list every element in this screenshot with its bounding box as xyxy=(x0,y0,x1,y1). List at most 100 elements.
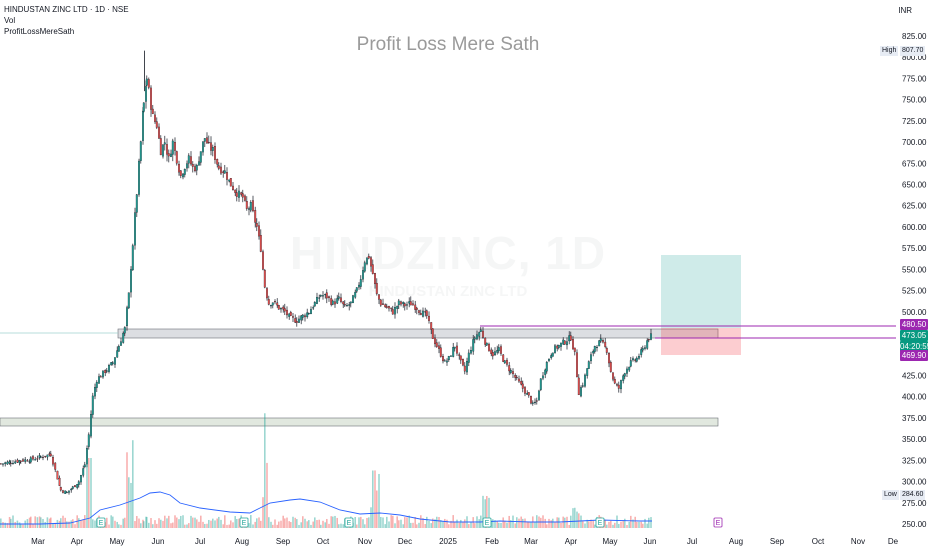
candle-body xyxy=(19,460,22,462)
candle-body xyxy=(6,461,9,465)
candle-body xyxy=(46,454,49,458)
high-value: 807.70 xyxy=(900,46,926,56)
currency-label[interactable]: INR xyxy=(898,6,912,15)
volume-bar xyxy=(496,521,498,528)
candle-body xyxy=(313,302,316,307)
volume-bar xyxy=(418,522,420,528)
volume-bar xyxy=(376,490,378,528)
candle-body xyxy=(134,212,136,246)
candle-body xyxy=(117,346,120,352)
volume-bar xyxy=(110,515,112,528)
time-tick-label: Nov xyxy=(358,537,372,546)
candle-body xyxy=(612,372,614,380)
candle-body xyxy=(175,151,178,164)
candle-body xyxy=(229,177,232,187)
volume-bar xyxy=(82,519,84,528)
custom-indicator-label[interactable]: ProfitLossMereSath xyxy=(4,27,75,36)
volume-bar xyxy=(146,516,148,528)
candle-body xyxy=(282,306,285,310)
candle-body xyxy=(255,223,258,227)
volume-bar xyxy=(158,518,160,528)
volume-bar xyxy=(364,524,366,528)
time-tick-label: Aug xyxy=(235,537,249,546)
candle-body xyxy=(166,144,168,155)
earnings-marker-label: E xyxy=(716,520,721,527)
volume-bar xyxy=(508,515,510,528)
volume-bar xyxy=(12,515,14,528)
volume-bar xyxy=(428,520,430,528)
candle-body xyxy=(450,355,452,357)
volume-bar xyxy=(18,522,21,528)
candle-body xyxy=(316,296,318,304)
candle-body xyxy=(482,330,484,338)
symbol-title[interactable]: HINDUSTAN ZINC LTD · 1D · NSE xyxy=(4,5,129,14)
volume-bar xyxy=(132,440,134,528)
volume-bar xyxy=(450,520,452,528)
volume-indicator-label[interactable]: Vol xyxy=(4,16,16,25)
volume-bar xyxy=(408,515,410,528)
volume-bar xyxy=(422,518,424,528)
volume-bar xyxy=(342,524,344,528)
candle-body xyxy=(542,375,544,379)
candle-body xyxy=(629,360,632,367)
candle-body xyxy=(572,339,574,350)
volume-bar xyxy=(162,520,164,528)
volume-bar xyxy=(282,515,284,528)
volume-bar xyxy=(264,413,266,528)
candle-body xyxy=(298,318,300,323)
candle-body xyxy=(38,455,41,458)
name-watermark: HINDUSTAN ZINC LTD xyxy=(368,283,528,300)
candle-body xyxy=(456,345,458,354)
candle-body xyxy=(220,166,222,174)
earnings-marker xyxy=(595,517,605,528)
volume-bar xyxy=(28,517,31,528)
volume-bar xyxy=(52,522,54,528)
earnings-marker-label: E xyxy=(347,520,352,527)
candle-body xyxy=(459,355,462,361)
volume-bar xyxy=(354,516,356,528)
candle-body xyxy=(294,318,297,323)
volume-bar xyxy=(72,519,74,528)
volume-bar xyxy=(308,520,310,528)
price-tick-label: 500.00 xyxy=(902,308,927,317)
volume-bar xyxy=(530,521,532,528)
volume-bar xyxy=(382,517,384,528)
volume-bar xyxy=(318,519,320,528)
candle-body xyxy=(56,470,59,480)
volume-bar xyxy=(114,520,116,528)
earnings-marker xyxy=(239,517,249,528)
volume-bar xyxy=(224,515,226,528)
candle-body xyxy=(359,279,362,287)
candle-body xyxy=(435,342,438,347)
volume-bar xyxy=(436,516,438,528)
volume-bar xyxy=(622,520,624,528)
candle-body xyxy=(322,295,324,297)
volume-bar xyxy=(2,522,4,528)
price-tick-label: 650.00 xyxy=(902,181,927,190)
volume-bar xyxy=(388,521,390,528)
volume-bar xyxy=(442,521,444,528)
volume-bar xyxy=(584,523,586,528)
price-tick-label: 350.00 xyxy=(902,435,927,444)
volume-bar xyxy=(90,458,92,528)
candle-body xyxy=(634,359,637,361)
candle-body xyxy=(340,297,342,302)
volume-bar xyxy=(92,519,94,528)
volume-bar xyxy=(32,524,34,528)
candle-body xyxy=(198,161,200,166)
candle-body xyxy=(439,347,442,357)
volume-bar xyxy=(260,520,262,528)
volume-bar xyxy=(40,517,42,528)
volume-bar xyxy=(296,519,298,528)
candle-body xyxy=(644,347,646,349)
volume-bar xyxy=(360,516,362,528)
volume-bar xyxy=(618,523,620,528)
candle-body xyxy=(271,302,274,306)
volume-bar xyxy=(206,523,208,528)
volume-bar xyxy=(368,517,370,528)
volume-bar xyxy=(616,515,618,528)
candle-body xyxy=(403,303,406,307)
volume-bar xyxy=(394,523,396,528)
